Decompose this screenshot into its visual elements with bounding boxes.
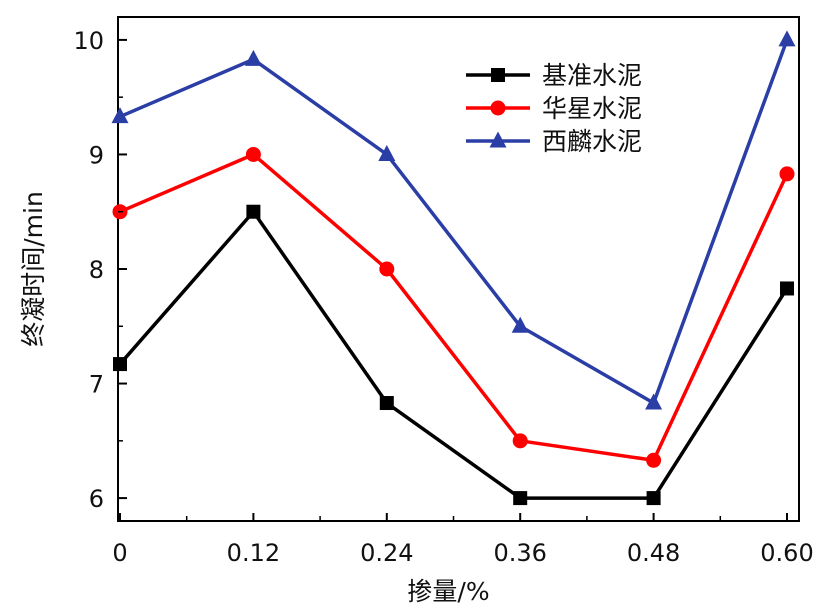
y-tick-label: 7 <box>89 371 104 399</box>
axes: 0 0.12 0.24 0.36 0.48 0.60 6 7 8 9 10 <box>73 27 813 567</box>
data-point <box>780 281 794 296</box>
series-2 <box>112 146 795 468</box>
series-line <box>119 39 789 405</box>
legend-marker <box>489 131 507 148</box>
x-axis-title: 掺量/% <box>407 577 489 606</box>
y-tick-label: 10 <box>73 27 104 55</box>
y-tick-label: 6 <box>89 485 104 513</box>
series-line <box>119 152 789 463</box>
data-point <box>379 261 395 277</box>
data-point <box>778 30 796 47</box>
legend-label: 基准水泥 <box>542 61 642 90</box>
plot-area <box>117 16 800 522</box>
series-1 <box>113 204 794 506</box>
data-point <box>379 396 394 411</box>
y-tick-label: 9 <box>89 141 104 169</box>
legend-item: 西麟水泥 <box>466 127 642 156</box>
legend-item: 华星水泥 <box>466 94 642 123</box>
legend-item: 基准水泥 <box>466 61 642 90</box>
legend-label: 华星水泥 <box>542 94 642 123</box>
data-point <box>645 393 663 410</box>
data-point <box>646 452 662 468</box>
data-point <box>779 166 795 182</box>
data-point <box>244 49 262 66</box>
data-point <box>111 107 129 124</box>
x-tick-label: 0.24 <box>360 539 413 567</box>
y-axis-title: 终凝时间/min <box>19 191 48 347</box>
data-point <box>512 433 528 449</box>
x-tick-label: 0.60 <box>760 539 813 567</box>
series-group <box>111 30 796 506</box>
data-point <box>245 146 261 162</box>
data-point <box>646 491 661 506</box>
legend-marker <box>490 100 506 116</box>
data-point <box>246 204 261 219</box>
data-point <box>378 144 396 161</box>
legend-label: 西麟水泥 <box>542 127 642 156</box>
series-3 <box>111 30 796 410</box>
x-tick-label: 0.12 <box>227 539 280 567</box>
series-line <box>118 209 789 500</box>
y-tick-label: 8 <box>89 256 104 284</box>
plot-frame <box>117 16 800 522</box>
data-point <box>113 357 127 372</box>
x-tick-label: 0 <box>112 539 127 567</box>
legend-marker <box>491 68 505 82</box>
x-tick-label: 0.36 <box>493 539 546 567</box>
x-tick-label: 0.48 <box>627 539 680 567</box>
data-point <box>511 316 529 333</box>
data-point <box>513 491 528 506</box>
